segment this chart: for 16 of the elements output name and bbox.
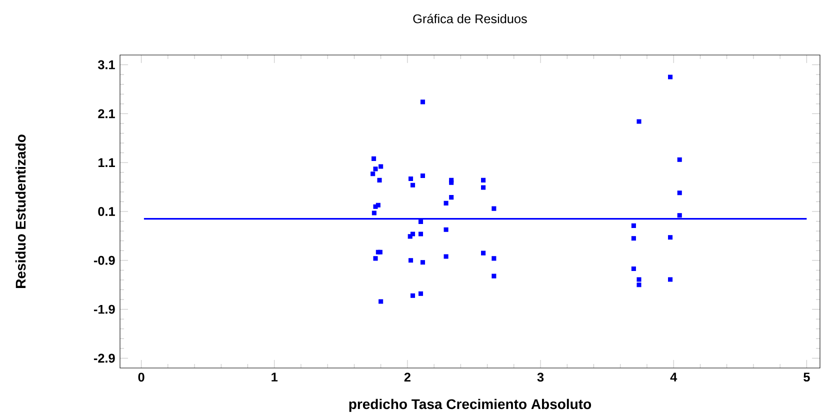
x-tick-label: 5: [804, 372, 810, 382]
y-tick-label: -0.9: [94, 256, 115, 265]
y-tick-label: -2.9: [94, 354, 115, 363]
x-tick-label: 2: [404, 372, 410, 382]
y-tick-label: 3.1: [98, 60, 115, 70]
x-tick-label: 1: [272, 372, 278, 382]
y-tick-label: 1.1: [98, 158, 115, 167]
y-axis-title: Residuo Estudentizado: [15, 134, 26, 288]
x-tick-label: 4: [670, 372, 678, 382]
x-tick-label: 0: [138, 372, 144, 382]
y-tick-label: 0.1: [98, 207, 115, 216]
x-axis-title: predicho Tasa Crecimiento Absoluto: [349, 398, 592, 412]
y-tick-label: -1.9: [94, 304, 115, 314]
x-tick-label: 3: [537, 372, 544, 382]
y-tick-label: 2.1: [98, 109, 115, 118]
chart-title: Gráfica de Residuos: [413, 14, 527, 24]
